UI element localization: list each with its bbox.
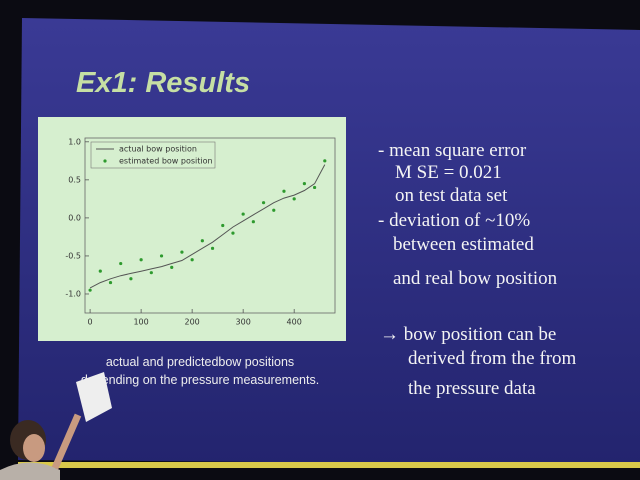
point <box>282 189 286 193</box>
point <box>119 261 123 266</box>
text-line: on test data set <box>395 185 508 206</box>
point <box>200 239 204 243</box>
point <box>231 231 235 235</box>
text-line: and real bow position <box>393 268 558 289</box>
caption: depending on the pressure measurements. <box>81 373 319 387</box>
y-tick-label: 0.5 <box>68 175 81 184</box>
point <box>129 277 133 281</box>
point <box>149 271 153 275</box>
point <box>323 159 327 163</box>
slide-title: Ex1: Results <box>76 67 250 99</box>
legend-label: estimated bow position <box>119 157 213 166</box>
text-line: derived from the from <box>408 348 577 369</box>
point <box>88 288 92 292</box>
point <box>139 258 143 262</box>
x-tick-label: 200 <box>185 318 200 327</box>
line <box>89 164 326 289</box>
point <box>159 254 164 258</box>
stripe <box>18 462 640 468</box>
point <box>98 269 102 273</box>
legend-marker <box>103 159 107 163</box>
text-line: between estimated <box>393 234 534 255</box>
point <box>190 258 194 262</box>
x-tick-label: 100 <box>133 318 148 327</box>
text-line: the pressure data <box>408 378 536 399</box>
point <box>302 182 306 186</box>
point <box>312 185 317 190</box>
point <box>272 208 276 212</box>
presenter <box>0 372 112 480</box>
point <box>210 246 215 250</box>
point <box>261 201 266 205</box>
x-tick-label: 300 <box>236 318 251 327</box>
y-tick-label: 0.0 <box>68 213 81 222</box>
caption: actual and predictedbow positions <box>106 355 294 369</box>
text-line: - deviation of ~10% <box>378 210 530 231</box>
point <box>221 223 225 228</box>
x-tick-label: 0 <box>88 318 93 327</box>
text-line: M SE = 0.021 <box>395 162 502 183</box>
point <box>108 280 113 285</box>
legend-label: actual bow position <box>119 145 197 154</box>
x-tick-label: 400 <box>287 318 302 327</box>
y-tick-label: -1.0 <box>65 289 81 298</box>
point <box>170 265 174 269</box>
text-line: → bow position can be <box>380 324 556 345</box>
text-line: - mean square error <box>378 140 527 161</box>
point <box>241 212 245 216</box>
point <box>251 220 255 224</box>
point <box>180 250 184 254</box>
point <box>292 197 296 201</box>
plot-frame <box>84 137 336 314</box>
legend-box <box>90 141 216 169</box>
y-tick-label: -0.5 <box>65 251 81 260</box>
y-tick-label: 1.0 <box>68 137 81 146</box>
